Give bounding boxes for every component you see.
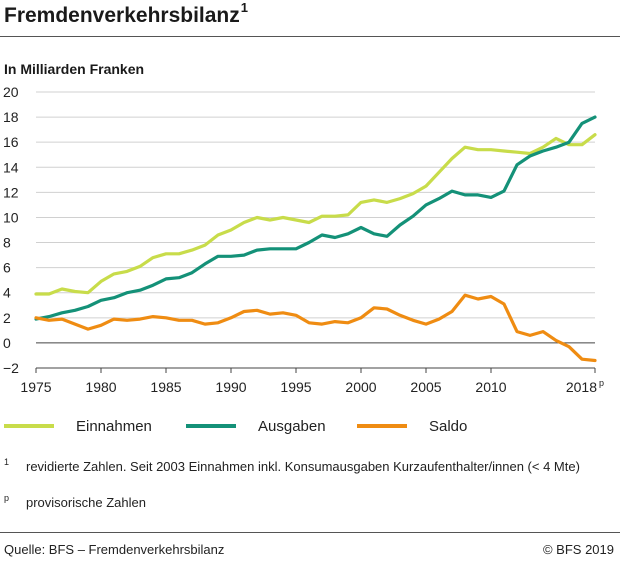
- series-line-ausgaben: [34, 115, 597, 321]
- footnote-text: revidierte Zahlen. Seit 2003 Einnahmen i…: [26, 459, 580, 474]
- series-line-einnahmen: [34, 133, 597, 296]
- legend: Einnahmen Ausgaben Saldo: [0, 414, 620, 438]
- legend-label-saldo: Saldo: [429, 417, 468, 435]
- y-tick-label: 20: [3, 84, 19, 100]
- x-tick-footnote-mark: p: [599, 378, 604, 388]
- y-tick-label: 0: [3, 335, 11, 351]
- y-tick-label: 18: [3, 109, 19, 125]
- footnote-1: 1 revidierte Zahlen. Seit 2003 Einnahmen…: [4, 457, 604, 498]
- y-tick-label: 2: [3, 310, 11, 326]
- y-tick-label: 8: [3, 235, 11, 251]
- legend-label-einnahmen: Einnahmen: [76, 417, 152, 435]
- footnote-text: provisorische Zahlen: [26, 495, 146, 510]
- y-tick-label: 14: [3, 159, 19, 175]
- copyright-text: © BFS 2019: [542, 542, 614, 557]
- legend-label-ausgaben: Ausgaben: [258, 417, 326, 435]
- footnote-mark: 1: [4, 457, 10, 467]
- y-tick-label: 10: [3, 209, 19, 225]
- y-tick-label: 4: [3, 285, 11, 301]
- legend-item-ausgaben: Ausgaben: [186, 414, 326, 438]
- legend-item-einnahmen: Einnahmen: [4, 414, 152, 438]
- x-tick-label: 1990: [215, 379, 246, 395]
- y-tick-label: 6: [3, 260, 11, 276]
- y-tick-label: 16: [3, 134, 19, 150]
- x-tick-label: 1975: [20, 379, 51, 395]
- legend-swatch-einnahmen: [4, 424, 54, 428]
- y-axis-unit-label: In Milliarden Franken: [4, 61, 145, 77]
- footer-divider: [0, 532, 620, 533]
- title-divider: [0, 36, 620, 37]
- source-text: Quelle: BFS – Fremdenverkehrsbilanz: [4, 542, 225, 557]
- x-tick-label: 1995: [280, 379, 311, 395]
- legend-swatch-ausgaben: [186, 424, 236, 428]
- title-footnote-mark: 1: [240, 0, 248, 15]
- x-tick-label: 2000: [345, 379, 376, 395]
- x-tick-label: 2018: [566, 379, 597, 395]
- legend-item-saldo: Saldo: [357, 414, 467, 438]
- x-tick-label: 1985: [150, 379, 181, 395]
- y-tick-label: −2: [3, 360, 19, 376]
- footnote-mark: p: [4, 493, 10, 503]
- x-tick-label: 2005: [410, 379, 441, 395]
- footnote-p: p provisorische Zahlen: [4, 493, 604, 514]
- x-tick-label: 2010: [475, 379, 506, 395]
- y-tick-label: 12: [3, 184, 19, 200]
- chart-title-text: Fremdenverkehrsbilanz: [4, 4, 240, 27]
- x-tick-label: 1980: [85, 379, 116, 395]
- series-line-saldo: [34, 293, 597, 363]
- chart-title: Fremdenverkehrsbilanz1: [4, 0, 248, 28]
- legend-swatch-saldo: [357, 424, 407, 428]
